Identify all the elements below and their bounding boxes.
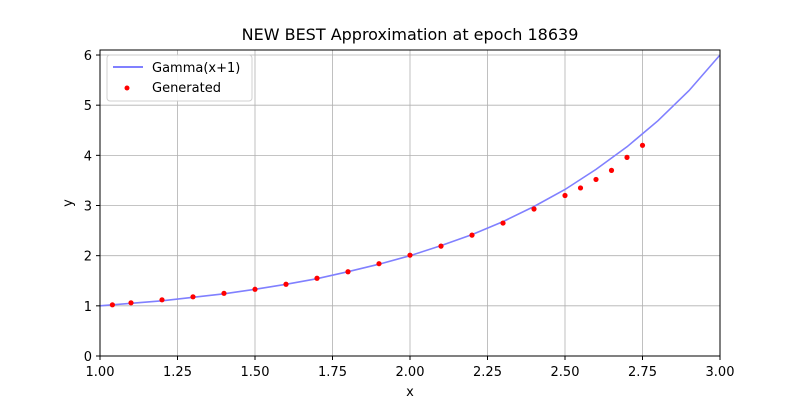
- x-tick-label: 2.25: [473, 365, 502, 380]
- scatter-point: [469, 232, 475, 238]
- scatter-point: [221, 290, 227, 296]
- x-axis-label: x: [406, 385, 414, 400]
- scatter-point: [345, 269, 351, 275]
- x-tick-label: 1.00: [86, 365, 115, 380]
- series-layer: [99, 54, 721, 308]
- legend-entry-gamma: Gamma(x+1): [152, 61, 240, 76]
- scatter-point: [109, 302, 115, 308]
- scatter-point: [190, 294, 196, 300]
- scatter-point: [562, 192, 568, 199]
- chart-title: NEW BEST Approximation at epoch 18639: [242, 25, 579, 44]
- scatter-point: [624, 154, 630, 160]
- x-tick-label: 2.75: [628, 365, 657, 380]
- scatter-point: [252, 286, 258, 292]
- scatter-point: [159, 297, 165, 303]
- x-ticks: 1.00 1.25 1.50 1.75 2.00 2.25 2.50 2.75 3.00: [86, 356, 735, 380]
- legend: Gamma(x+1) Generated: [106, 54, 253, 102]
- y-tick-label: 6: [84, 49, 92, 64]
- x-tick-label: 1.25: [163, 365, 192, 380]
- x-tick-label: 1.50: [241, 365, 270, 380]
- scatter-point: [314, 275, 320, 281]
- y-tick-label: 4: [84, 149, 92, 164]
- y-tick-label: 2: [84, 250, 92, 265]
- y-tick-label: 5: [84, 99, 92, 114]
- y-tick-label: 1: [84, 300, 92, 315]
- scatter-point: [128, 300, 134, 306]
- x-tick-label: 2.50: [551, 365, 580, 380]
- scatter-point: [407, 252, 413, 258]
- x-tick-label: 3.00: [706, 365, 735, 380]
- x-tick-label: 2.00: [396, 365, 425, 380]
- legend-box: [106, 54, 253, 102]
- y-tick-label: 3: [84, 200, 92, 215]
- scatter-point: [577, 185, 584, 191]
- scatter-point: [593, 176, 599, 183]
- legend-dot-swatch: [124, 85, 130, 91]
- x-tick-label: 1.75: [318, 365, 347, 380]
- scatter-point: [639, 142, 646, 148]
- y-ticks: 0 1 2 3 4 5 6: [84, 49, 100, 365]
- scatter-point: [376, 261, 382, 267]
- scatter-point: [531, 206, 537, 212]
- legend-entry-generated: Generated: [152, 81, 221, 96]
- y-axis-label: y: [61, 199, 76, 207]
- scatter-point: [283, 281, 289, 287]
- scatter-point: [500, 220, 506, 226]
- y-tick-label: 0: [84, 350, 92, 365]
- scatter-point: [608, 167, 615, 173]
- scatter-point: [438, 243, 444, 249]
